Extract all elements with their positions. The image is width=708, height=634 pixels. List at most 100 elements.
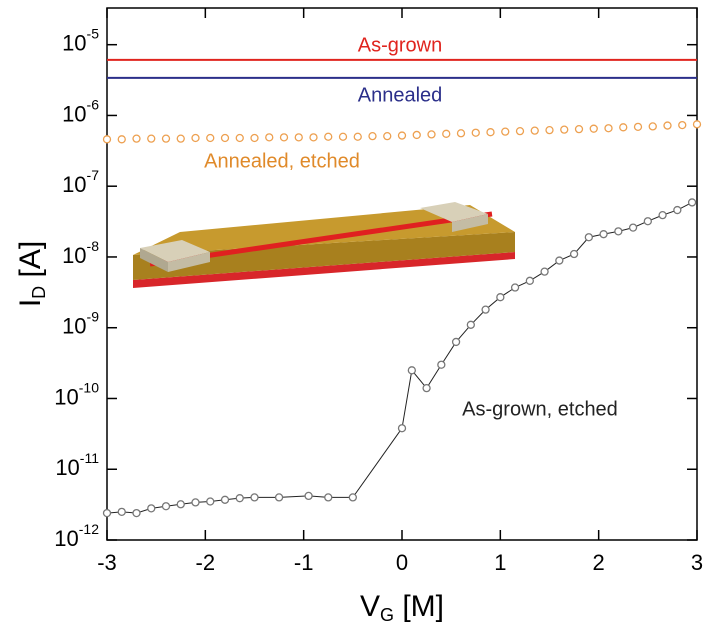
x-tick-label: -1 [294,550,314,575]
data-point [692,120,702,129]
data-point [147,504,156,513]
x-tick-label: -3 [97,550,117,575]
contact-front [168,252,210,272]
data-point [235,133,244,143]
y-tick-label: 10-9 [62,308,99,338]
data-point [604,124,613,133]
x-tick-label: -2 [196,550,216,575]
contact-side [140,248,168,272]
data-point [496,293,505,302]
data-point [235,494,244,503]
data-point [220,495,230,504]
data-point [338,132,348,141]
device-inset [133,202,515,288]
data-point [451,337,461,347]
data-point [560,125,569,134]
y-tick-label: 10-8 [62,238,99,268]
data-point [117,507,126,516]
data-point [220,133,230,143]
data-point [599,230,608,239]
data-point [584,233,593,242]
data-point [206,133,215,143]
data-point [501,127,510,136]
data-point [309,133,318,142]
data-point [407,366,416,375]
series-label: As-grown [358,34,442,56]
data-point [294,133,303,142]
data-point [540,267,549,276]
data-point [471,128,480,137]
data-point [279,133,289,142]
data-point [132,134,141,143]
y-tick-label: 10-10 [54,379,99,409]
series-label: As-grown, etched [462,398,618,420]
data-point [176,134,185,143]
data-point [117,135,126,144]
data-point [678,120,687,130]
data-point [397,131,407,140]
data-point [437,360,446,369]
data-point [614,227,623,236]
series-label: Annealed [358,84,443,106]
contact-front [452,214,488,232]
data-point [348,493,357,502]
data-point [161,134,171,143]
x-tick-label: 2 [593,550,605,575]
data-point [530,126,539,135]
data-point [353,132,362,141]
data-point [412,130,421,140]
x-tick-label: 3 [691,550,703,575]
data-point [397,424,407,433]
data-point [466,320,475,329]
data-point [383,131,392,141]
data-point [456,129,466,138]
data-point [132,508,141,518]
y-tick-label: 10-5 [62,25,99,55]
data-point [481,305,490,314]
x-axis-label: VG [M] [360,590,444,625]
y-tick-label: 10-12 [54,521,99,551]
data-point [191,133,200,143]
data-point [147,134,156,143]
data-point [628,223,638,232]
data-point [274,493,284,502]
data-point [589,124,598,133]
data-point [324,132,333,141]
data-point [250,493,259,502]
data-point [161,502,171,511]
data-point [555,256,564,265]
data-point [525,276,534,285]
data-point [545,125,554,135]
data-point [265,133,274,142]
slab-top [133,205,515,255]
data-point [633,122,643,132]
series-label: Annealed, etched [204,150,360,172]
x-tick-label: 0 [396,550,408,575]
data-point [102,508,112,518]
contact-top [140,240,210,262]
y-tick-label: 10-6 [62,96,99,126]
data-point [304,491,313,501]
data-point [648,122,657,131]
data-point [442,129,451,138]
data-point [515,126,525,136]
y-axis-label: ID [A] [14,241,49,307]
data-point [510,283,520,292]
data-point [569,249,579,259]
data-point [191,498,200,507]
slab-front [133,232,515,280]
data-point [102,135,112,144]
data-point [250,133,259,143]
data-point [206,497,215,506]
data-point [673,205,682,215]
data-point [422,383,431,393]
data-point [663,121,672,130]
data-point [368,131,377,141]
data-point [687,198,697,207]
data-point [574,125,584,134]
data-point [486,128,495,137]
data-point [643,217,652,226]
data-point [619,123,628,132]
x-tick-label: 1 [494,550,506,575]
